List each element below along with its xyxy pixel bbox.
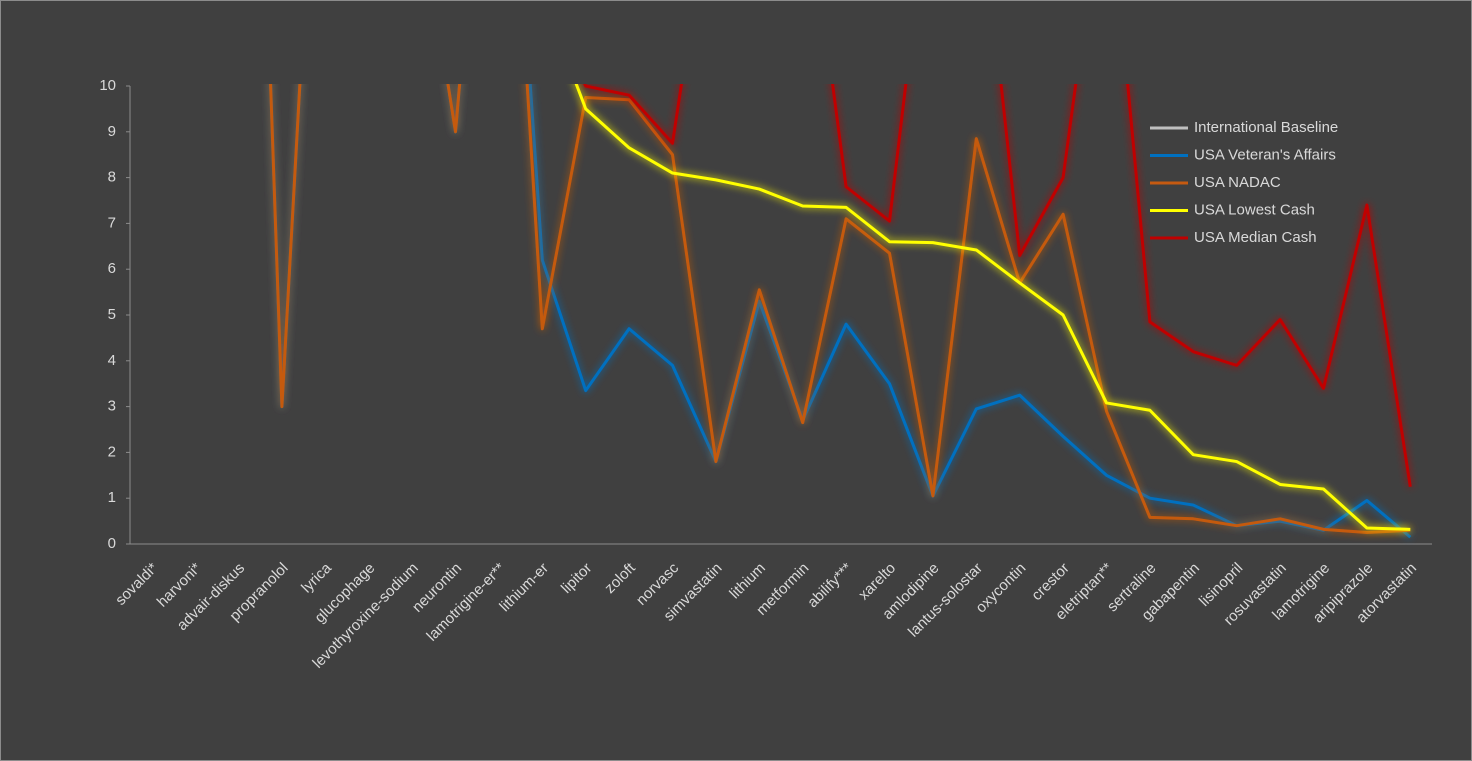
y-tick-label: 0 — [108, 535, 116, 552]
legend-label: International Baseline — [1194, 119, 1338, 136]
y-tick-label: 8 — [108, 169, 116, 186]
legend-label: USA Lowest Cash — [1194, 201, 1315, 218]
y-tick-label: 5 — [108, 306, 116, 323]
legend-label: USA Veteran's Affairs — [1194, 146, 1336, 163]
y-tick-label: 10 — [99, 77, 116, 94]
y-tick-label: 3 — [108, 398, 116, 415]
series-line — [583, 84, 1412, 487]
y-tick-label: 1 — [108, 489, 116, 506]
y-tick-label: 6 — [108, 260, 116, 277]
y-tick-label: 9 — [108, 123, 116, 140]
y-tick-label: 7 — [108, 214, 116, 231]
legend-label: USA NADAC — [1194, 174, 1281, 191]
plot-area — [151, 84, 1412, 539]
y-tick-label: 4 — [108, 352, 116, 369]
legend-label: USA Median Cash — [1194, 229, 1317, 246]
series-line — [269, 84, 1411, 535]
series-line — [574, 84, 1411, 531]
y-tick-label: 2 — [108, 443, 116, 460]
